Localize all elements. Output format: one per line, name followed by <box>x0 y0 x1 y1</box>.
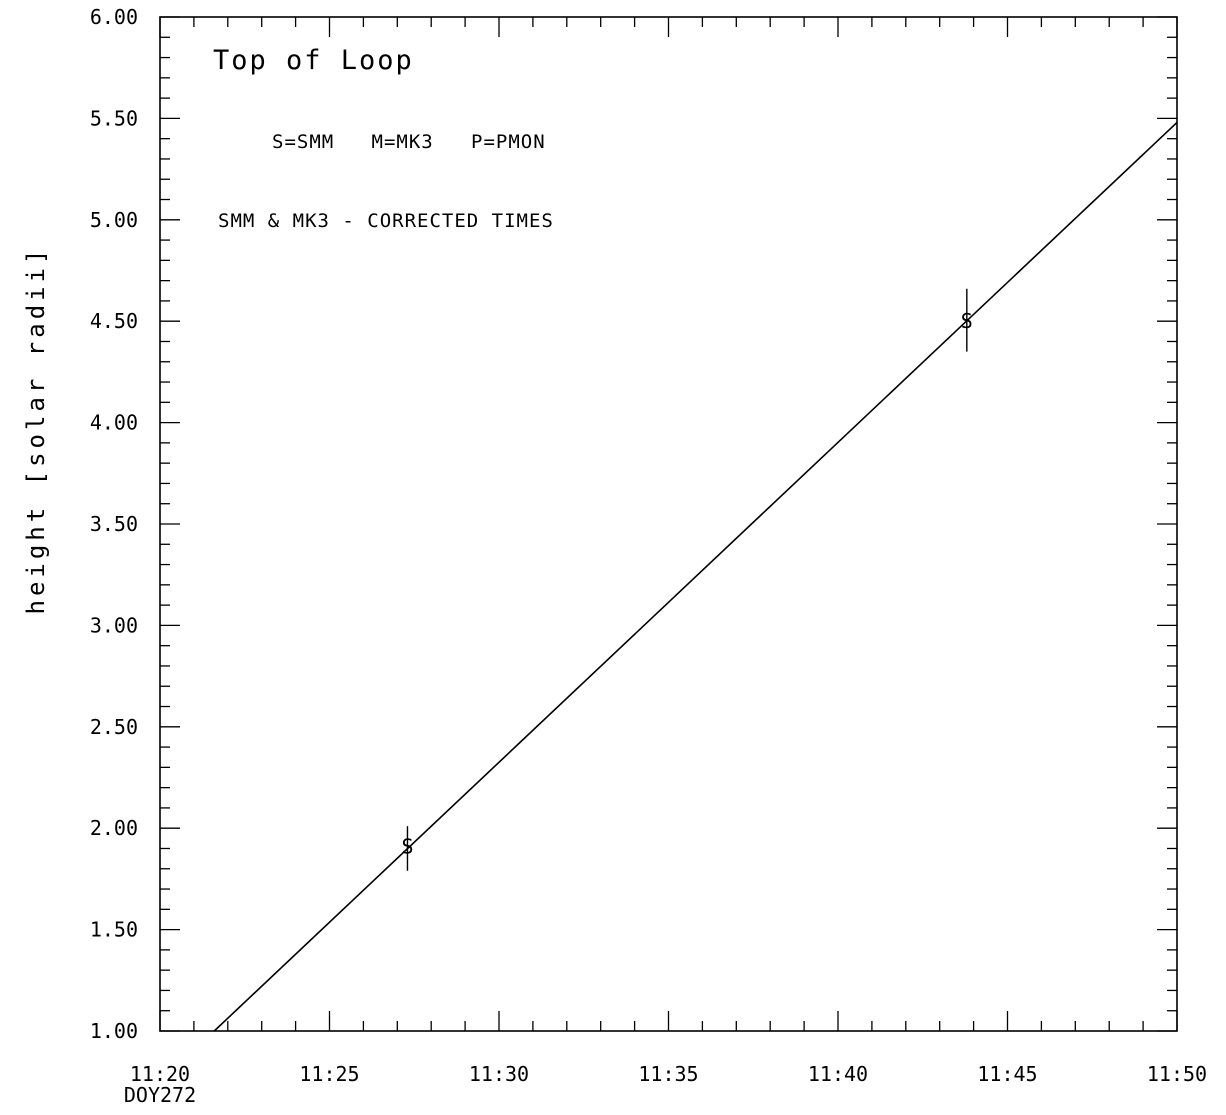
data-points: SS <box>401 288 973 871</box>
y-tick-label: 3.00 <box>90 613 138 637</box>
x-tick-label: 11:50 <box>1147 1062 1207 1086</box>
x-tick-label: 11:20 <box>130 1062 190 1086</box>
data-point: S <box>961 288 973 352</box>
y-tick-label: 4.50 <box>90 309 138 333</box>
x-tick-label: 11:35 <box>638 1062 698 1086</box>
x-tick-label: 11:40 <box>808 1062 868 1086</box>
fit-line <box>213 121 1178 1032</box>
y-tick-label: 6.00 <box>90 5 138 29</box>
y-tick-label: 2.50 <box>90 715 138 739</box>
x-tick-label: 11:25 <box>299 1062 359 1086</box>
x-tick-labels: 11:20 11:25 11:30 11:35 11:40 11:45 11:50 <box>130 1062 1207 1086</box>
point-marker: S <box>401 834 413 858</box>
y-tick-label: 1.50 <box>90 918 138 942</box>
annotation-instrument-legend: S=SMM M=MK3 P=PMON <box>272 131 546 153</box>
y-axis-label: height [solar radii] <box>22 246 50 615</box>
annotation-top-of-loop: Top of Loop <box>213 45 414 76</box>
plot-frame <box>159 16 1178 1032</box>
y-tick-label: 4.00 <box>90 411 138 435</box>
x-tick-label: 11:30 <box>469 1062 529 1086</box>
y-tick-label: 5.50 <box>90 106 138 130</box>
y-tick-label: 2.00 <box>90 816 138 840</box>
point-marker: S <box>961 309 973 333</box>
y-tick-label: 3.50 <box>90 512 138 536</box>
y-tick-label: 1.00 <box>90 1019 138 1043</box>
data-point: S <box>401 826 413 871</box>
axis-ticks <box>159 16 1178 1032</box>
y-tick-labels: 1.00 1.50 2.00 2.50 3.00 3.50 4.00 4.50 5.00 5.50… <box>90 5 138 1043</box>
annotation-corrected-times: SMM & MK3 - CORRECTED TIMES <box>218 210 554 232</box>
x-sublabel: DOY272 <box>124 1083 196 1107</box>
y-tick-label: 5.00 <box>90 208 138 232</box>
x-tick-label: 11:45 <box>977 1062 1037 1086</box>
